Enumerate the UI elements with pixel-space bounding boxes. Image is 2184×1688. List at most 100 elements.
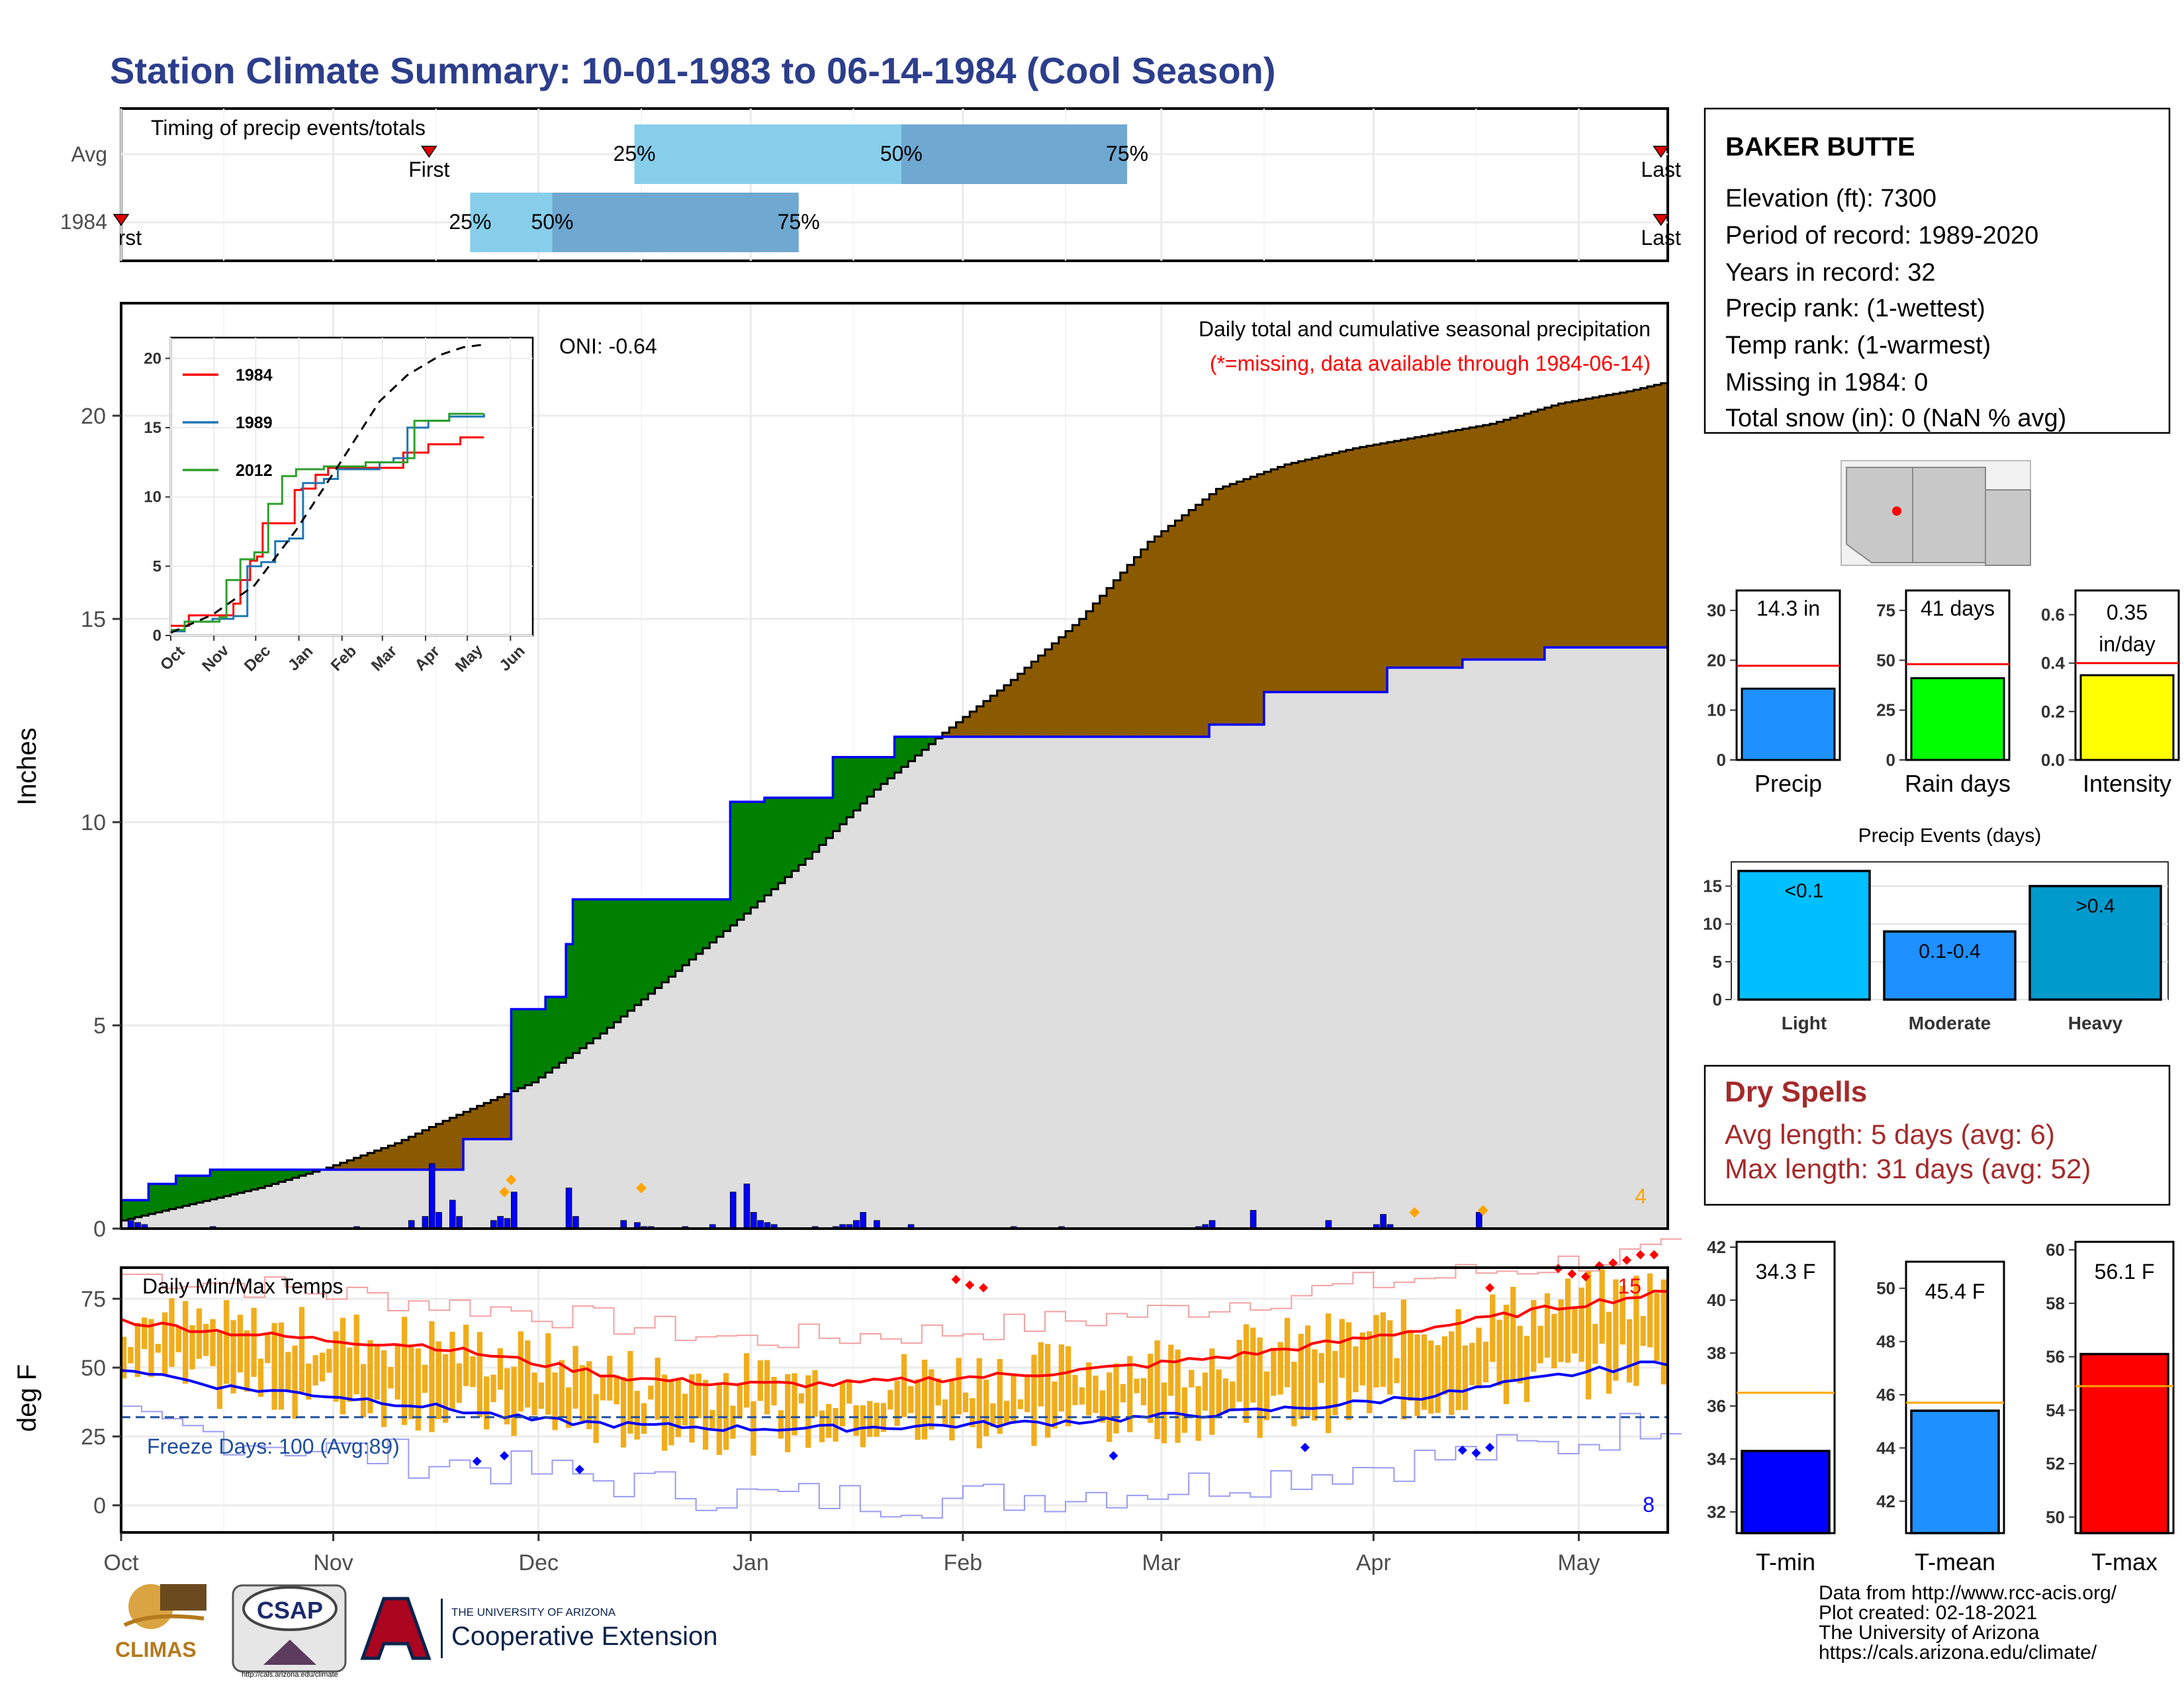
above-average-segment xyxy=(607,899,615,1028)
daily-temp-range-bar xyxy=(367,1340,373,1414)
daily-temp-range-bar xyxy=(682,1393,688,1426)
daily-temp-range-bar xyxy=(518,1331,524,1412)
record-high-marker xyxy=(1621,1255,1631,1265)
daily-temp-range-bar xyxy=(949,1380,955,1440)
below-average-segment xyxy=(1263,471,1271,692)
daily-temp-range-bar xyxy=(394,1343,400,1400)
below-average-segment xyxy=(1312,457,1320,692)
below-average-segment xyxy=(1079,619,1087,737)
below-average-segment xyxy=(1120,573,1128,737)
below-average-segment xyxy=(1339,451,1347,692)
below-average-segment xyxy=(1537,409,1545,660)
timing-row-label-avg: Avg xyxy=(71,142,107,166)
above-average-segment xyxy=(661,899,669,982)
daily-temp-range-bar xyxy=(121,1336,127,1379)
above-average-segment xyxy=(162,1184,169,1211)
y-tick-label: 0.4 xyxy=(2041,653,2066,673)
daily-temp-range-bar xyxy=(1271,1348,1277,1396)
daily-temp-range-bar xyxy=(1003,1401,1010,1425)
above-average-segment xyxy=(559,997,567,1063)
daily-temp-range-bar xyxy=(744,1353,750,1408)
edge-mask xyxy=(0,225,120,252)
above-average-segment xyxy=(579,899,587,1049)
snow-event-marker xyxy=(499,1186,510,1197)
csap-logo-url: http://cals.arizona.edu/climate xyxy=(242,1671,338,1678)
precip-heading: Daily total and cumulative seasonal prec… xyxy=(1199,317,1651,341)
below-average-segment xyxy=(394,1143,402,1170)
temp-summary-value-bar xyxy=(1741,1450,1831,1534)
summary-category-label: Precip xyxy=(1754,770,1822,797)
above-average-segment xyxy=(552,997,560,1068)
daily-temp-range-bar xyxy=(545,1333,551,1415)
events-category-label: Moderate xyxy=(1909,1013,1991,1033)
below-average-segment xyxy=(1230,484,1238,725)
daily-temp-range-bar xyxy=(641,1403,647,1434)
daily-temp-range-bar xyxy=(874,1403,880,1437)
daily-temp-range-bar xyxy=(1250,1327,1256,1403)
daily-temp-range-bar xyxy=(860,1405,866,1448)
month-label: Oct xyxy=(104,1550,139,1575)
above-average-segment xyxy=(894,737,902,773)
daily-temp-range-bar xyxy=(531,1372,537,1415)
daily-temp-range-bar xyxy=(1482,1341,1489,1383)
above-average-segment xyxy=(285,1169,293,1180)
page-title: Station Climate Summary: 10-01-1983 to 0… xyxy=(110,50,1276,91)
below-average-segment xyxy=(997,690,1005,737)
y-tick-label: 30 xyxy=(1707,600,1726,620)
daily-temp-range-bar xyxy=(566,1387,572,1428)
y-tick-label: 40 xyxy=(1707,1290,1726,1310)
daily-temp-range-bar xyxy=(1058,1344,1064,1412)
daily-temp-range-bar xyxy=(230,1320,236,1393)
daily-temp-range-bar xyxy=(319,1352,326,1382)
below-average-segment xyxy=(1161,531,1169,737)
above-average-segment xyxy=(593,899,601,1039)
daily-temp-range-bar xyxy=(792,1373,797,1436)
below-average-segment xyxy=(1462,428,1470,660)
texas-shape xyxy=(1985,489,2031,566)
above-average-segment xyxy=(785,798,792,877)
below-average-segment xyxy=(347,1160,355,1170)
daily-temp-range-bar xyxy=(826,1403,832,1438)
above-average-segment xyxy=(121,1200,128,1221)
below-average-segment xyxy=(374,1150,382,1170)
summary-category-label: Intensity xyxy=(2083,770,2171,797)
above-average-segment xyxy=(737,802,745,920)
above-average-segment xyxy=(614,899,621,1023)
below-average-segment xyxy=(1482,425,1490,660)
below-average-segment xyxy=(415,1133,423,1170)
below-average-segment xyxy=(1578,400,1586,647)
above-average-segment xyxy=(798,798,806,865)
daily-temp-range-bar xyxy=(764,1360,770,1415)
daily-temp-range-bar xyxy=(1387,1320,1393,1395)
below-average-segment xyxy=(1353,448,1361,692)
above-average-segment xyxy=(600,899,608,1034)
station-line: Precip rank: (1-wettest) xyxy=(1725,295,1985,322)
month-axis: Oct Nov Dec Jan Feb Mar Apr May xyxy=(104,1532,1600,1575)
record-high-line xyxy=(121,1238,1682,1348)
temp-summary-bars: 32 34 36 38 40 42 34.3 F T-min 42 44 46 48 50 45.4 F T… xyxy=(1707,1237,2175,1575)
below-average-segment xyxy=(1148,541,1156,737)
temp-summary-category-label: T-min xyxy=(1756,1548,1815,1575)
record-low-marker xyxy=(574,1464,584,1474)
below-average-segment xyxy=(1093,603,1101,737)
daily-temp-range-bar xyxy=(757,1360,763,1401)
record-low-marker xyxy=(1300,1442,1310,1452)
daily-temp-range-bar xyxy=(962,1392,969,1413)
daily-precip-bar xyxy=(729,1192,737,1229)
csap-logo-text: CSAP xyxy=(257,1597,323,1624)
above-average-segment xyxy=(757,802,765,902)
inset-average-line xyxy=(170,343,484,634)
daily-temp-range-bar xyxy=(600,1377,606,1401)
daily-temp-range-bar xyxy=(1394,1358,1400,1383)
y-tick-label: 48 xyxy=(1876,1332,1895,1352)
below-average-segment xyxy=(1052,643,1060,737)
month-label: Jan xyxy=(733,1550,769,1575)
above-average-segment xyxy=(887,757,895,778)
temp-summary-value-bar xyxy=(1910,1409,2000,1534)
below-average-segment xyxy=(470,1109,478,1139)
daily-temp-range-bar xyxy=(1154,1340,1160,1440)
y-tick-label: 0 xyxy=(1886,750,1895,770)
daily-temp-range-bar xyxy=(1435,1345,1441,1413)
daily-temp-range-bar xyxy=(1449,1331,1455,1415)
daily-temp-range-bar xyxy=(1558,1299,1564,1362)
